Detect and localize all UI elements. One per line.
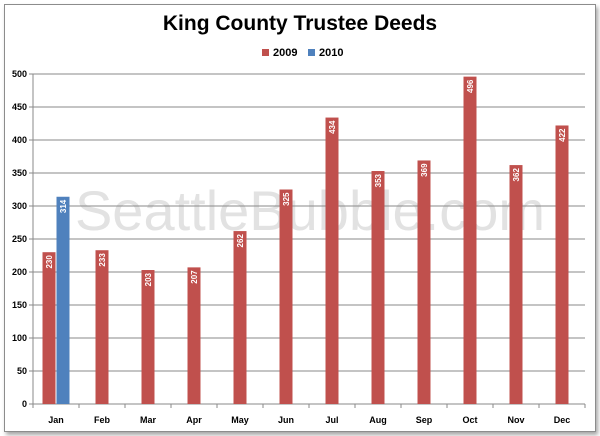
data-label-2009-sep: 369	[420, 163, 429, 177]
xtick-label-jun: Jun	[278, 415, 294, 425]
xtick-label-may: May	[231, 415, 249, 425]
xtick-label-oct: Oct	[462, 415, 477, 425]
bar-2009-sep	[417, 160, 431, 404]
data-label-2009-jan: 230	[45, 255, 54, 269]
bars	[42, 76, 569, 404]
bar-2009-apr	[187, 267, 201, 404]
data-label-2010-jan: 314	[59, 199, 68, 213]
xtick-label-dec: Dec	[554, 415, 571, 425]
legend-swatch-2010	[308, 49, 315, 56]
bar-2009-mar	[141, 270, 155, 404]
ytick-label-1: 50	[17, 366, 27, 376]
data-label-2009-feb: 233	[98, 253, 107, 267]
bar-2009-feb	[95, 250, 109, 404]
bar-2009-aug	[371, 171, 385, 404]
data-labels: 230 314 233 203 207 262 325 434 353 369 496 362 422	[45, 79, 567, 286]
ytick-label-0: 0	[22, 399, 27, 409]
xtick-label-aug: Aug	[369, 415, 387, 425]
bar-2009-jan	[42, 252, 56, 404]
xtick-label-feb: Feb	[94, 415, 111, 425]
data-label-2009-aug: 353	[374, 173, 383, 187]
ytick-label-6: 300	[12, 201, 27, 211]
chart-title: King County Trustee Deeds	[163, 12, 437, 35]
bar-2009-jun	[279, 189, 293, 404]
xtick-label-jan: Jan	[48, 415, 64, 425]
legend-label-2010: 2010	[319, 47, 343, 59]
axes: 0 50 100 150 200 250 300 350 400 450 500 Jan Feb Mar A…	[12, 69, 586, 425]
legend: 2009 2010	[262, 47, 343, 59]
xtick-label-jul: Jul	[325, 415, 338, 425]
xtick-label-sep: Sep	[416, 415, 433, 425]
xtick-label-nov: Nov	[507, 415, 524, 425]
data-label-2009-jun: 325	[282, 192, 291, 206]
legend-swatch-2009	[262, 49, 269, 56]
data-label-2009-may: 262	[236, 234, 245, 248]
bar-2010-jan	[56, 196, 70, 404]
ytick-label-3: 150	[12, 300, 27, 310]
legend-label-2009: 2009	[273, 47, 297, 59]
ytick-label-7: 350	[12, 168, 27, 178]
bar-2009-nov	[509, 165, 523, 404]
xtick-label-mar: Mar	[140, 415, 157, 425]
bar-2009-may	[233, 231, 247, 404]
bar-2009-jul	[325, 117, 339, 404]
xtick-label-apr: Apr	[186, 415, 202, 425]
ytick-label-10: 500	[12, 69, 27, 79]
data-label-2009-apr: 207	[190, 270, 199, 284]
ytick-label-2: 100	[12, 333, 27, 343]
ytick-label-4: 200	[12, 267, 27, 277]
ytick-label-8: 400	[12, 135, 27, 145]
gridlines	[33, 73, 585, 405]
bar-2009-oct	[463, 76, 477, 404]
ytick-label-5: 250	[12, 234, 27, 244]
data-label-2009-mar: 203	[144, 272, 153, 286]
data-label-2009-dec: 422	[558, 128, 567, 142]
bar-2009-dec	[555, 125, 569, 404]
data-label-2009-nov: 362	[512, 168, 521, 182]
ytick-label-9: 450	[12, 102, 27, 112]
data-label-2009-oct: 496	[466, 79, 475, 93]
data-label-2009-jul: 434	[328, 120, 337, 134]
